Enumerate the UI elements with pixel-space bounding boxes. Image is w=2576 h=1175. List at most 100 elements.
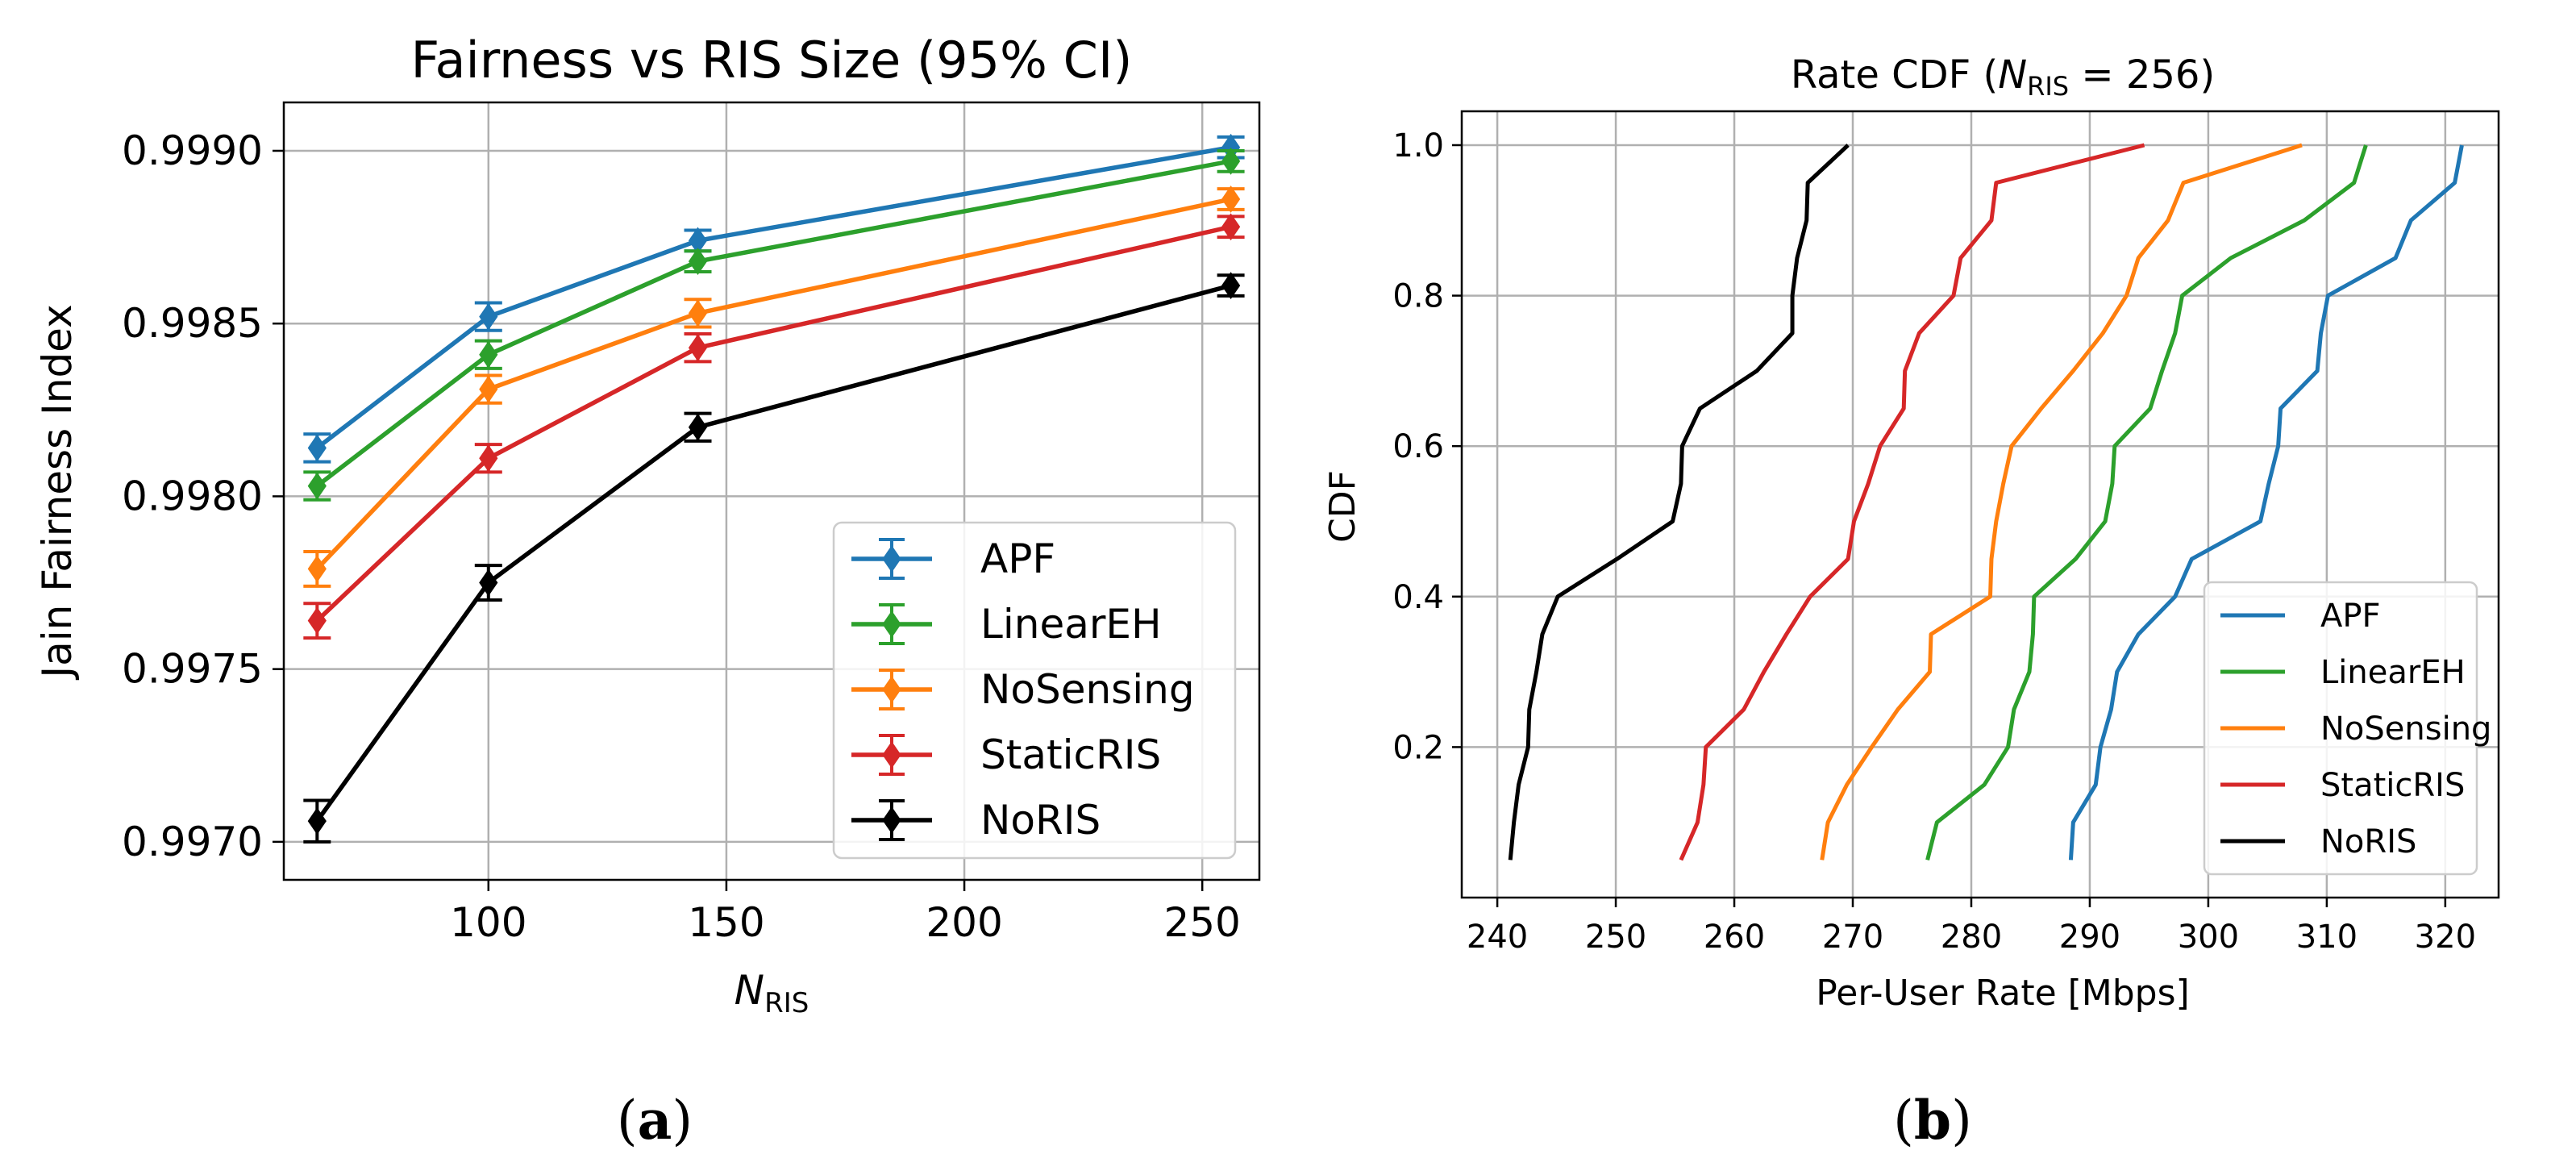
panel-b-y-tick-label: 0.8 <box>1392 278 1444 315</box>
panel-a-x-tick-label: 250 <box>1163 899 1240 946</box>
panel-b-x-tick-label: 270 <box>1822 919 1883 956</box>
panel-b-series <box>1508 143 2464 861</box>
panel-b-rate-cdf-chart: Rate CDF (NRIS = 256) 240 250 260 270 280 290… <box>1322 52 2500 1152</box>
panel-a-y-axis-label: Jain Fairness Index <box>34 304 81 680</box>
panel-a-y-tick-label: 0.9990 <box>122 127 263 174</box>
panel-b-x-tick-label: 240 <box>1467 919 1528 956</box>
panel-b-line-noris <box>1508 144 1850 860</box>
panel-a-x-axis-label: NRIS <box>735 967 809 1019</box>
panel-a-legend-marker <box>882 610 901 638</box>
panel-a-y-tick-label: 0.9985 <box>122 300 263 347</box>
panel-b-legend-label: LinearEH <box>2320 654 2466 691</box>
panel-b-x-axis-label: Per-User Rate [Mbps] <box>1816 973 2189 1014</box>
panel-b-y-tick-label: 0.6 <box>1392 428 1444 465</box>
panel-b-x-tick-label: 280 <box>1941 919 2002 956</box>
panel-a-legend-entry-noris: NoRIS <box>851 797 1101 844</box>
panel-a-legend-label: StaticRIS <box>980 731 1161 778</box>
panel-a-marker <box>479 340 498 369</box>
panel-a-marker <box>479 375 498 403</box>
panel-b-x-tick-label: 310 <box>2296 919 2358 956</box>
panel-a-line-lineareh <box>315 159 1232 488</box>
panel-b-legend-entry-noris: NoRIS <box>2220 823 2416 860</box>
panel-a-legend-label: APF <box>980 535 1055 582</box>
panel-a-axes-frame <box>282 101 1261 881</box>
panel-a-legend-marker <box>882 741 901 769</box>
panel-b-x-tick-label: 250 <box>1585 919 1646 956</box>
panel-a-x-ticks: 100 150 200 250 <box>450 880 1241 946</box>
panel-a-x-tick-label: 100 <box>450 899 526 946</box>
panel-b-line-staticris <box>1679 143 2145 861</box>
panel-b-axes-frame <box>1460 110 2500 899</box>
panel-a-legend-marker <box>882 676 901 703</box>
panel-a-marker <box>307 807 327 835</box>
panel-a-marker <box>688 413 708 441</box>
panel-b-x-ticks: 240 250 260 270 280 290 300 310 320 <box>1467 898 2476 956</box>
panel-b-x-tick-label: 320 <box>2415 919 2476 956</box>
panel-a-y-ticks: 0.9970 0.9975 0.9980 0.9985 0.9990 <box>122 127 284 865</box>
panel-a-series-lineareh <box>303 147 1245 502</box>
panel-a-legend-entry-apf: APF <box>851 535 1055 582</box>
panel-a-legend-label: LinearEH <box>980 601 1162 648</box>
panel-a-line-staticris <box>315 224 1232 623</box>
panel-b-legend-label: NoRIS <box>2320 823 2416 860</box>
panel-a-legend-marker <box>882 806 901 834</box>
panel-b-x-tick-label: 290 <box>2059 919 2120 956</box>
panel-a-legend-entry-lineareh: LinearEH <box>851 601 1162 648</box>
panel-a-marker <box>1221 185 1241 213</box>
panel-a-series <box>303 133 1245 844</box>
panel-a-marker <box>688 299 708 327</box>
panel-b-y-tick-label: 0.4 <box>1392 579 1444 616</box>
panel-a-marker <box>688 334 708 362</box>
panel-a-legend-box <box>832 521 1237 860</box>
panel-b-legend-box <box>2203 581 2478 876</box>
panel-b-legend: APF LinearEH NoSensing StaticRIS NoRIS <box>2203 581 2491 876</box>
panel-b-line-apf <box>2068 144 2464 860</box>
panel-a-legend: APF LinearEH NoSensing StaticRIS NoRIS <box>832 521 1237 860</box>
panel-a-y-tick-label: 0.9970 <box>122 819 263 865</box>
panel-a-series-noris <box>303 272 1245 844</box>
panel-b-legend-label: NoSensing <box>2320 710 2491 748</box>
panel-a-legend-marker <box>882 545 901 573</box>
panel-a-marker <box>479 569 498 597</box>
panel-b-legend-label: APF <box>2320 598 2381 635</box>
panel-b-legend-entry-staticris: StaticRIS <box>2220 767 2465 804</box>
panel-a-marker <box>307 606 327 635</box>
panel-a-marker <box>307 434 327 462</box>
panel-b-y-tick-label: 1.0 <box>1392 127 1444 165</box>
panel-a-legend-entry-staticris: StaticRIS <box>851 731 1161 778</box>
panel-a-caption: (a) <box>617 1089 693 1152</box>
panel-b-legend-label: StaticRIS <box>2320 767 2465 804</box>
panel-a-line-nosensing <box>315 197 1232 571</box>
panel-a-legend-label: NoSensing <box>980 666 1195 713</box>
panel-b-y-tick-label: 0.2 <box>1392 729 1444 766</box>
panel-b-y-axis-label: CDF <box>1322 470 1363 543</box>
panel-b-title: Rate CDF (NRIS = 256) <box>1791 52 2215 102</box>
panel-a-marker <box>1221 213 1241 241</box>
panel-a-marker <box>688 248 708 275</box>
panel-a-line-noris <box>315 283 1232 823</box>
panel-a-marker <box>307 472 327 500</box>
panel-a-y-tick-label: 0.9980 <box>122 473 263 519</box>
panel-a-marker <box>307 555 327 583</box>
panel-b-legend-entry-lineareh: LinearEH <box>2220 654 2466 691</box>
panel-a-line-apf <box>315 144 1232 450</box>
panel-a-marker <box>1221 147 1241 175</box>
panel-a-marker <box>1221 272 1241 299</box>
panel-a-fairness-chart: Fairness vs RIS Size (95% CI) 100 150 200 2… <box>34 31 1261 1152</box>
panel-a-series-staticris <box>303 213 1245 640</box>
panel-b-legend-entry-nosensing: NoSensing <box>2220 710 2491 748</box>
panel-b-x-tick-label: 260 <box>1704 919 1765 956</box>
panel-a-marker <box>479 302 498 331</box>
panel-b-caption: (b) <box>1893 1089 1972 1152</box>
panel-b-y-ticks: 0.2 0.4 0.6 0.8 1.0 <box>1392 127 1462 766</box>
panel-b-legend-entry-apf: APF <box>2220 598 2381 635</box>
panel-a-x-tick-label: 200 <box>926 899 1002 946</box>
panel-a-x-tick-label: 150 <box>688 899 764 946</box>
panel-a-title: Fairness vs RIS Size (95% CI) <box>411 31 1133 90</box>
panel-a-y-tick-label: 0.9975 <box>122 646 263 693</box>
panel-a-series-nosensing <box>303 185 1245 588</box>
panel-a-series-apf <box>303 133 1245 464</box>
panel-a-legend-entry-nosensing: NoSensing <box>851 666 1195 713</box>
panel-b-line-lineareh <box>1925 144 2368 860</box>
panel-b-x-tick-label: 300 <box>2178 919 2239 956</box>
